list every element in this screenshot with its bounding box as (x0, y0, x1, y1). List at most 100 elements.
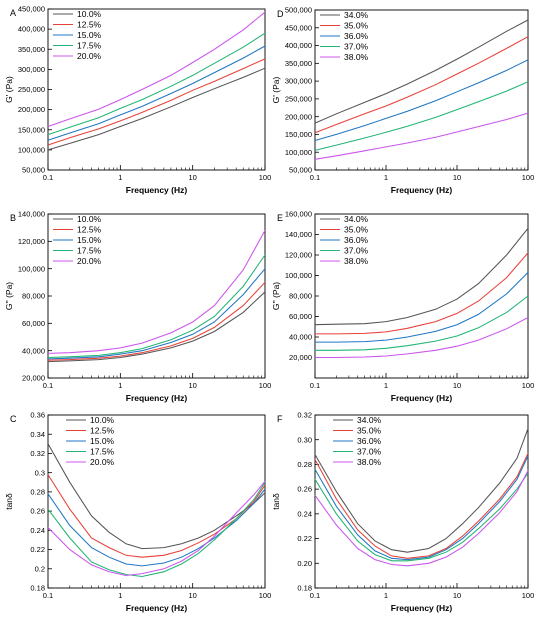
series-line-38-0pct (315, 317, 529, 359)
legend-label: 10.0% (77, 9, 102, 19)
legend-label: 36.0% (344, 31, 369, 41)
y-tick-label: 50,000 (22, 166, 45, 175)
series-line-36-0pct (314, 59, 529, 142)
y-tick-label: 450,000 (18, 5, 45, 14)
x-tick-label: 10 (188, 381, 196, 390)
y-tick-label: 0.36 (30, 411, 45, 420)
y-tick-label: 140,000 (18, 210, 45, 219)
x-tick-label: 10 (453, 591, 461, 600)
y-tick-label: 0.24 (30, 526, 45, 535)
y-tick-label: 40,000 (22, 346, 45, 355)
series-line-10-0pct (47, 291, 266, 363)
y-tick-label: 140,000 (285, 230, 312, 239)
legend-label: 35.0% (344, 21, 369, 31)
legend-label: 15.0% (77, 30, 102, 40)
legend-label: 17.5% (90, 447, 115, 457)
panel-letter: C (10, 414, 17, 424)
series-line-12-5pct (47, 474, 266, 558)
y-tick-label: 0.3 (35, 468, 45, 477)
y-tick-label: 0.32 (30, 449, 45, 458)
y-tick-label: 450,000 (285, 23, 312, 32)
panel-letter: A (10, 8, 16, 18)
y-tick-label: 350,000 (18, 45, 45, 54)
legend-label: 20.0% (77, 51, 102, 61)
y-axis-label: G' (Pa) (4, 76, 14, 103)
legend-label: 15.0% (77, 235, 102, 245)
plot-frame (47, 414, 266, 589)
y-tick-label: 20,000 (289, 353, 312, 362)
y-tick-label: 0.22 (297, 534, 312, 543)
x-axis-label: Frequency (Hz) (126, 393, 188, 403)
legend-label: 12.5% (77, 20, 102, 30)
y-axis-label: tanδ (271, 493, 281, 510)
series-line-34-0pct (314, 428, 529, 553)
x-axis-label: Frequency (Hz) (391, 185, 453, 195)
plot-frame (314, 414, 529, 589)
x-tick-label: 0.1 (310, 173, 320, 182)
y-tick-label: 0.20 (297, 559, 312, 568)
x-tick-label: 10 (453, 173, 461, 182)
legend-label: 10.0% (77, 214, 102, 224)
chart-panel-f: F 0.1 1 10 100 0.18 0.20 0.22 0.24 0.26 0.28 0.30 0.… (271, 411, 534, 613)
series-line-34-0pct (314, 19, 529, 124)
y-axis-label: G'' (Pa) (271, 282, 281, 310)
x-tick-label: 1 (118, 591, 122, 600)
y-tick-label: 300,000 (18, 65, 45, 74)
y-tick-label: 0.26 (30, 507, 45, 516)
y-tick-label: 0.24 (297, 509, 312, 518)
x-axis-label: Frequency (Hz) (391, 393, 453, 403)
x-tick-label: 100 (259, 591, 272, 600)
x-axis-label: Frequency (Hz) (126, 603, 188, 613)
x-tick-label: 100 (522, 173, 535, 182)
x-axis-label: Frequency (Hz) (391, 603, 453, 613)
y-tick-label: 0.34 (30, 430, 45, 439)
y-tick-label: 100,000 (18, 145, 45, 154)
y-tick-label: 150,000 (285, 130, 312, 139)
series-line-35-0pct (314, 453, 529, 559)
panel-letter: F (277, 414, 283, 424)
legend-label: 20.0% (90, 457, 115, 467)
y-tick-label: 200,000 (285, 112, 312, 121)
legend-label: 35.0% (357, 426, 382, 436)
legend-label: 17.5% (77, 41, 102, 51)
series-line-20-0pct (47, 230, 266, 354)
series-line-34-0pct (314, 227, 529, 326)
y-axis-label: tanδ (4, 493, 14, 510)
series-line-37-0pct (314, 81, 529, 151)
y-tick-label: 300,000 (285, 77, 312, 86)
x-tick-label: 10 (453, 381, 461, 390)
x-tick-label: 100 (522, 591, 535, 600)
series-line-15-0pct (47, 45, 266, 141)
series-line-35-0pct (314, 36, 529, 134)
x-tick-label: 100 (259, 173, 272, 182)
y-tick-label: 60,000 (289, 312, 312, 321)
chart-panel-e: E 0.1 1 10 100 20,000 40,000 60,000 80,000 100,00… (271, 210, 534, 403)
legend-label: 12.5% (90, 426, 115, 436)
y-tick-label: 80,000 (289, 292, 312, 301)
y-tick-label: 160,000 (285, 210, 312, 219)
y-tick-label: 500,000 (285, 6, 312, 15)
y-tick-label: 0.28 (297, 460, 312, 469)
x-tick-label: 10 (188, 591, 196, 600)
legend-label: 15.0% (90, 436, 115, 446)
series-line-20-0pct (47, 480, 266, 577)
legend-label: 17.5% (77, 246, 102, 256)
y-tick-label: 0.30 (297, 435, 312, 444)
y-tick-label: 0.18 (297, 584, 312, 593)
series-line-38-0pct (314, 112, 529, 160)
legend-label: 37.0% (344, 42, 369, 52)
chart-panel-d: D 0.1 1 10 100 50,000 100,000 150,000 200,000 250… (271, 6, 534, 195)
panel-letter: E (277, 213, 283, 223)
x-tick-label: 1 (118, 173, 122, 182)
legend-label: 36.0% (357, 436, 382, 446)
x-axis-label: Frequency (Hz) (126, 185, 188, 195)
series-line-15-0pct (47, 488, 266, 567)
y-tick-label: 120,000 (18, 237, 45, 246)
series-line-38-0pct (314, 470, 529, 567)
y-tick-label: 350,000 (285, 59, 312, 68)
x-tick-label: 0.1 (43, 173, 53, 182)
y-tick-label: 120,000 (285, 251, 312, 260)
y-tick-label: 0.32 (297, 411, 312, 420)
y-tick-label: 60,000 (22, 319, 45, 328)
series-line-10-0pct (47, 443, 266, 550)
